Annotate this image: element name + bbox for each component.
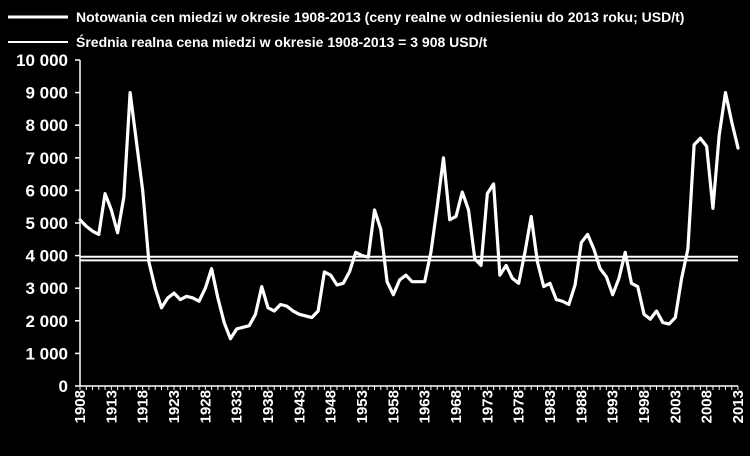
y-tick-label: 7 000 bbox=[25, 149, 68, 168]
x-tick-label: 1913 bbox=[103, 390, 120, 423]
x-tick-label: 1998 bbox=[636, 390, 653, 423]
y-tick-label: 1 000 bbox=[25, 344, 68, 363]
copper-price-series-line bbox=[78, 90, 740, 341]
x-tick-label: 1958 bbox=[385, 390, 402, 423]
legend: Notowania cen miedzi w okresie 1908-2013… bbox=[8, 9, 684, 50]
x-tick-label: 1993 bbox=[605, 390, 622, 423]
x-tick-label: 1933 bbox=[229, 390, 246, 423]
x-tick-label: 1983 bbox=[542, 390, 559, 423]
y-tick-label: 4 000 bbox=[25, 247, 68, 266]
x-tick-label: 1928 bbox=[197, 390, 214, 423]
y-axis-ticks: 0 1 000 2 000 3 000 4 000 5 000 6 000 7 000 8 00… bbox=[16, 51, 80, 396]
x-tick-label: 1978 bbox=[511, 390, 528, 423]
x-tick-label: 1908 bbox=[72, 390, 89, 423]
x-tick-label: 1953 bbox=[354, 390, 371, 423]
x-tick-label: 1923 bbox=[166, 390, 183, 423]
x-tick-label: 1968 bbox=[448, 390, 465, 423]
x-tick-label: 1948 bbox=[323, 390, 340, 423]
x-axis-ticks: 1908 1913 1918 1923 1928 1933 1938 1943 1948 1953… bbox=[72, 386, 747, 423]
x-tick-label: 2008 bbox=[699, 390, 716, 423]
legend-label-price: Notowania cen miedzi w okresie 1908-2013… bbox=[76, 9, 684, 25]
series-layer bbox=[78, 90, 740, 341]
y-tick-label: 8 000 bbox=[25, 116, 68, 135]
x-tick-label: 1973 bbox=[479, 390, 496, 423]
y-tick-label: 6 000 bbox=[25, 181, 68, 200]
x-tick-label: 2013 bbox=[730, 390, 747, 423]
x-tick-label: 1988 bbox=[573, 390, 590, 423]
x-tick-label: 1938 bbox=[260, 390, 277, 423]
x-tick-label: 2003 bbox=[667, 390, 684, 423]
y-tick-label: 9 000 bbox=[25, 84, 68, 103]
x-tick-label: 1943 bbox=[291, 390, 308, 423]
x-tick-label: 1963 bbox=[417, 390, 434, 423]
y-tick-label: 2 000 bbox=[25, 312, 68, 331]
y-tick-label: 5 000 bbox=[25, 214, 68, 233]
x-tick-label: 1918 bbox=[135, 390, 152, 423]
y-tick-label: 10 000 bbox=[16, 51, 68, 70]
legend-label-average: Średnia realna cena miedzi w okresie 190… bbox=[76, 33, 488, 50]
y-tick-label: 0 bbox=[59, 377, 68, 396]
y-tick-label: 3 000 bbox=[25, 279, 68, 298]
